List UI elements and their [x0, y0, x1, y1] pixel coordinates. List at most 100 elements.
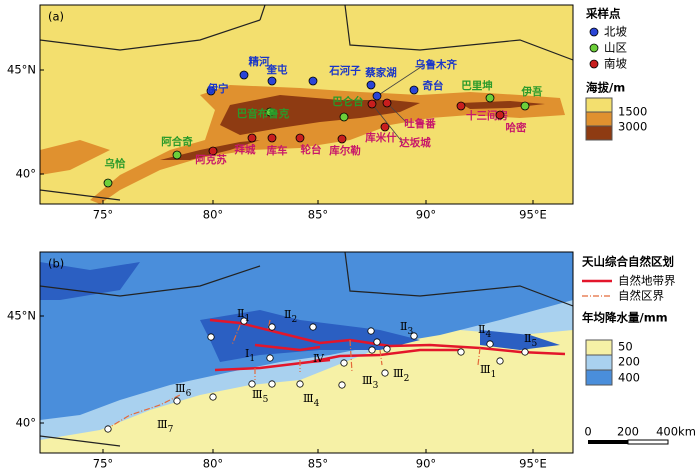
- sample-point: [240, 317, 248, 325]
- sample-point: [338, 381, 346, 389]
- region-label: Ⅰ1: [245, 347, 255, 364]
- legend-marker: [589, 43, 599, 53]
- point-label: 巴仑台: [332, 95, 364, 108]
- sample-point: [339, 112, 349, 122]
- sample-point: [409, 85, 419, 95]
- lon-label: 75°: [93, 208, 113, 222]
- point-label: 库米什: [365, 131, 397, 144]
- sample-point: [366, 80, 376, 90]
- legend-marker: [589, 59, 599, 69]
- sample-point: [208, 146, 218, 156]
- legend-title: 年均降水量/mm: [582, 311, 668, 325]
- scale-bar: [588, 440, 628, 444]
- sample-point: [372, 91, 382, 101]
- sample-point: [172, 150, 182, 160]
- legend-title: 采样点: [585, 7, 621, 21]
- sample-point: [267, 133, 277, 143]
- point-label: 达坂城: [399, 136, 431, 149]
- sample-point: [247, 133, 257, 143]
- sample-point: [410, 332, 418, 340]
- sample-point: [486, 340, 494, 348]
- sample-point: [207, 333, 215, 341]
- sample-point: [206, 86, 216, 96]
- scale-label: 200: [617, 425, 639, 439]
- legend-label: 1500: [618, 105, 647, 119]
- sample-point: [248, 380, 256, 388]
- legend-label: 自然区界: [618, 289, 664, 303]
- point-label: 乌恰: [105, 157, 126, 170]
- point-label: 哈密: [506, 121, 527, 134]
- region-numeral: Ⅳ: [313, 352, 325, 365]
- region-subscript: 5: [263, 395, 269, 405]
- region-numeral: Ⅱ: [478, 323, 485, 336]
- point-label: 蔡家湖: [364, 66, 397, 79]
- sample-point: [367, 99, 377, 109]
- legend-marker: [589, 27, 599, 37]
- lon-label: 90°: [416, 208, 436, 222]
- scale-label: 0: [584, 425, 591, 439]
- panel-label: (b): [48, 257, 64, 271]
- region-label: Ⅳ: [313, 352, 325, 365]
- panel-frame: [39, 4, 574, 205]
- region-numeral: Ⅱ: [400, 320, 407, 333]
- point-label: 石河子: [328, 65, 361, 77]
- region-numeral: Ⅱ: [524, 332, 531, 345]
- region-subscript: 3: [373, 381, 379, 391]
- legend-label: 50: [618, 340, 633, 354]
- sample-point: [103, 178, 113, 188]
- lon-label: 85°: [308, 208, 328, 222]
- sample-point: [380, 122, 390, 132]
- point-label: 阿克苏: [195, 153, 227, 166]
- legend-swatch: [585, 97, 613, 113]
- region-label: Ⅲ3: [362, 374, 379, 391]
- sample-point: [308, 76, 318, 86]
- point-label: 精河: [249, 55, 270, 68]
- legend-label: 400: [618, 371, 640, 385]
- scale-bar: [627, 439, 669, 445]
- sample-point: [367, 327, 375, 335]
- sample-point: [456, 101, 466, 111]
- region-label: Ⅱ3: [400, 320, 413, 337]
- sample-point: [520, 101, 530, 111]
- precipitation-map: [40, 252, 573, 453]
- region-subscript: 5: [531, 339, 537, 349]
- sample-point: [340, 359, 348, 367]
- sample-point: [337, 134, 347, 144]
- legend-swatch: [585, 354, 613, 371]
- lon-label: 75°: [93, 457, 113, 471]
- leader-line: [371, 103, 404, 144]
- legend-swatch: [585, 125, 613, 141]
- region-label: Ⅲ6: [175, 382, 192, 399]
- legend-title: 天山综合自然区划: [582, 255, 674, 269]
- legend-label: 南坡: [604, 57, 627, 71]
- region-subscript: 1: [491, 370, 497, 380]
- point-label: 拜城: [235, 143, 256, 156]
- point-label: 轮台: [301, 143, 322, 156]
- point-label: 吐鲁番: [404, 117, 436, 130]
- legend-label: 北坡: [604, 25, 627, 39]
- sample-point: [373, 338, 381, 346]
- region-numeral: Ⅲ: [252, 388, 263, 401]
- sample-point: [296, 380, 304, 388]
- region-numeral: Ⅲ: [480, 363, 491, 376]
- lon-label: 85°: [308, 457, 328, 471]
- region-label: Ⅲ5: [252, 388, 269, 405]
- point-label: 伊宁: [207, 82, 229, 95]
- region-label: Ⅲ1: [480, 363, 496, 380]
- region-subscript: 1: [244, 314, 250, 324]
- legend-label: 200: [618, 355, 640, 369]
- point-label: 奎屯: [266, 63, 288, 76]
- point-label: 库车: [267, 144, 288, 157]
- point-label: 伊吾: [521, 85, 543, 98]
- sample-point: [268, 323, 276, 331]
- legend-label: 自然地带界: [618, 274, 676, 288]
- region-subscript: 7: [168, 425, 174, 435]
- sample-point: [239, 70, 249, 80]
- lat-label: 40°: [16, 416, 36, 430]
- region-subscript: 2: [291, 315, 297, 325]
- sample-point: [268, 380, 276, 388]
- region-numeral: Ⅰ: [245, 347, 249, 360]
- legend-label: 山区: [604, 41, 627, 55]
- sample-point: [521, 348, 529, 356]
